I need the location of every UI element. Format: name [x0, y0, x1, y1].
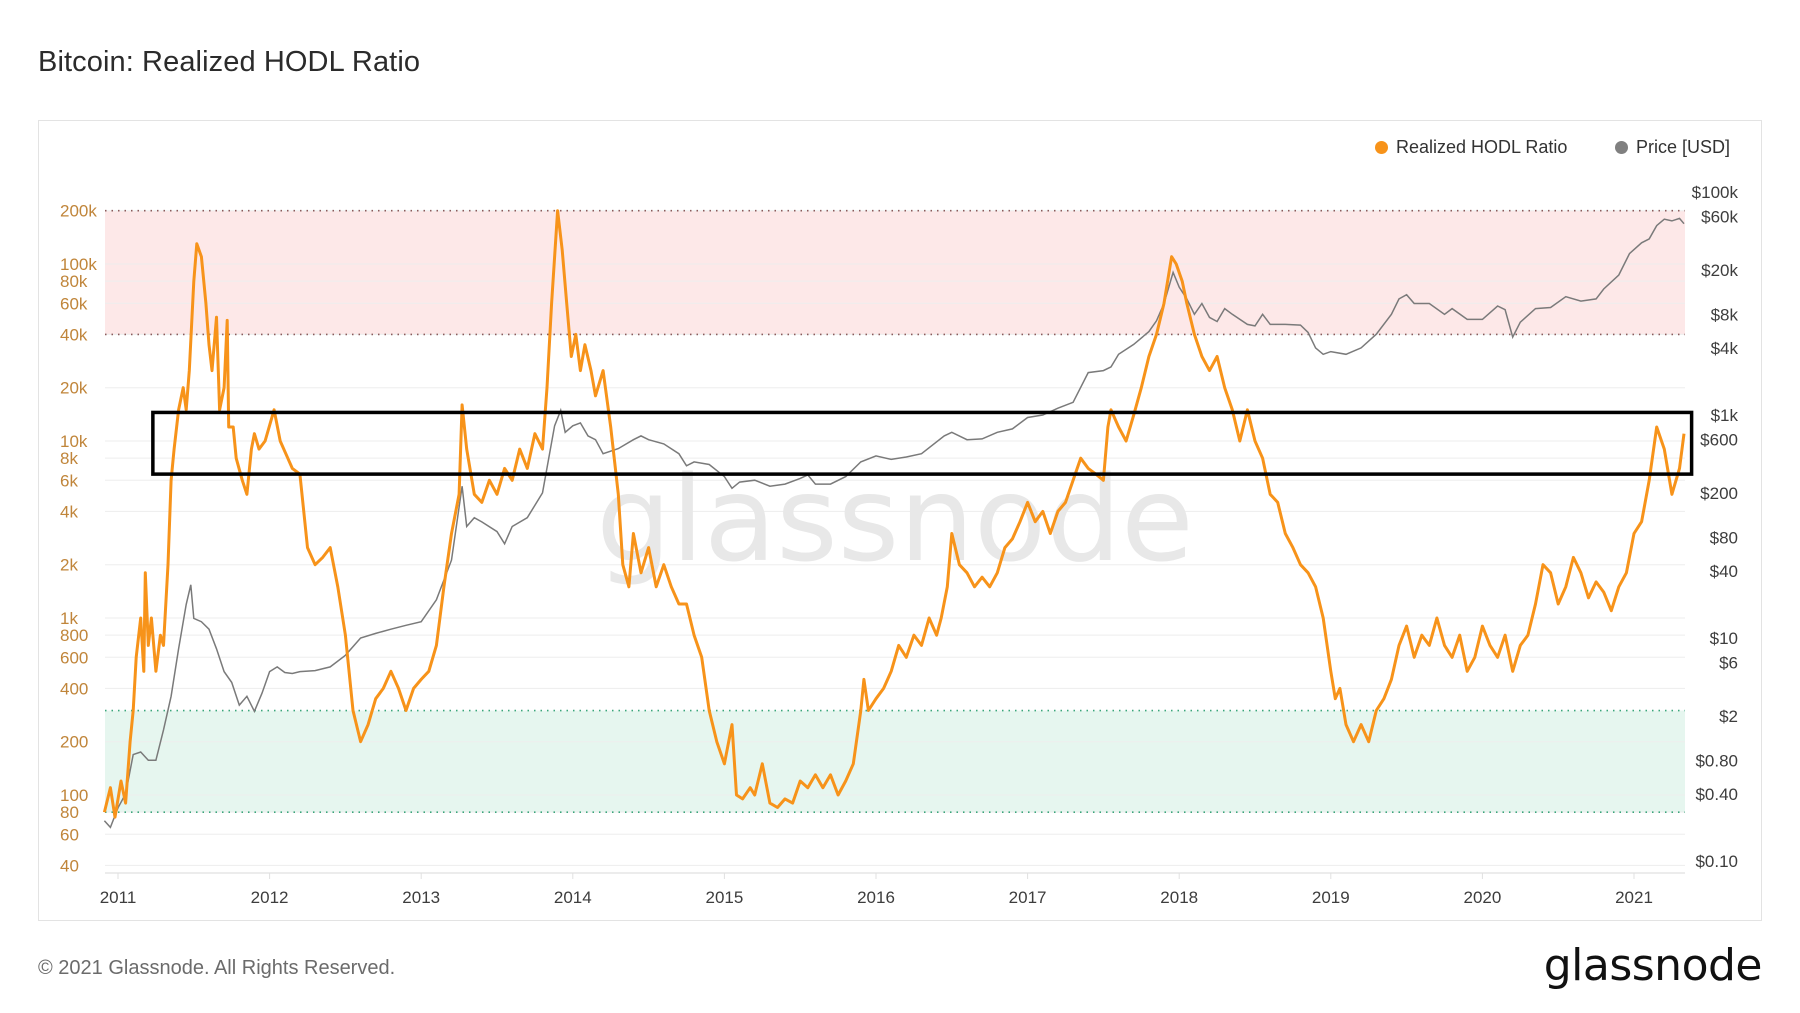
left-axis-tick-label: 10k	[60, 432, 88, 451]
left-axis-tick-label: 60k	[60, 294, 88, 313]
right-axis-tick-label: $6	[1719, 654, 1738, 673]
left-axis-tick-label: 2k	[60, 556, 78, 575]
left-axis-tick-label: 40k	[60, 325, 88, 344]
left-axis-tick-label: 20k	[60, 379, 88, 398]
orange-dot-icon	[1375, 141, 1388, 154]
x-axis-tick-label: 2013	[402, 888, 440, 907]
hodl-ratio-line	[102, 209, 1686, 819]
left-axis-tick-label: 40	[60, 856, 79, 875]
left-axis-tick-label: 100k	[60, 255, 97, 274]
right-y-axis: $100k $60k $20k $8k $4k $1k $600 $200 $80 $40 $10 $…	[1692, 183, 1739, 871]
left-axis-tick-label: 4k	[60, 502, 78, 521]
right-axis-tick-label: $2	[1719, 707, 1738, 726]
right-axis-tick-label: $40	[1710, 562, 1738, 581]
legend-label: Realized HODL Ratio	[1396, 137, 1568, 157]
left-axis-tick-label: 60	[60, 825, 79, 844]
right-axis-tick-label: $0.80	[1695, 751, 1738, 770]
x-axis-tick-label: 2021	[1615, 888, 1653, 907]
price-line	[103, 217, 1685, 829]
right-axis-tick-label: $4k	[1711, 339, 1739, 358]
right-axis-tick-label: $600	[1700, 431, 1738, 450]
legend-item-hodl-ratio[interactable]: Realized HODL Ratio	[1375, 137, 1567, 158]
x-axis-tick-label: 2014	[554, 888, 592, 907]
left-axis-tick-label: 100	[60, 786, 88, 805]
right-axis-tick-label: $100k	[1692, 183, 1739, 202]
legend-label: Price [USD]	[1636, 137, 1731, 157]
x-axis-tick-label: 2019	[1312, 888, 1350, 907]
x-axis: 2011 2012 2013 2014 2015 2016 2017 2018 2019 2020…	[100, 873, 1653, 907]
glassnode-logo[interactable]: glassnode	[1543, 940, 1763, 991]
legend-item-price[interactable]: Price [USD]	[1615, 137, 1730, 158]
x-axis-tick-label: 2012	[251, 888, 289, 907]
right-axis-tick-label: $60k	[1701, 208, 1738, 227]
x-axis-tick-label: 2020	[1463, 888, 1501, 907]
chart-legend: Realized HODL Ratio Price [USD]	[0, 137, 1800, 161]
right-axis-tick-label: $200	[1700, 484, 1738, 503]
left-axis-tick-label: 80	[60, 803, 79, 822]
right-axis-tick-label: $10	[1710, 629, 1738, 648]
left-axis-tick-label: 8k	[60, 449, 78, 468]
highlight-box	[151, 410, 1694, 476]
x-axis-tick-label: 2011	[100, 888, 137, 907]
gridlines	[105, 210, 1685, 874]
gray-dot-icon	[1615, 141, 1628, 154]
x-axis-tick-label: 2016	[857, 888, 895, 907]
right-axis-tick-label: $80	[1710, 528, 1738, 547]
overheated-zone	[105, 210, 1685, 335]
left-axis-tick-label: 200k	[60, 202, 97, 221]
left-axis-tick-label: 600	[60, 648, 88, 667]
right-axis-tick-label: $1k	[1711, 406, 1739, 425]
x-axis-tick-label: 2018	[1160, 888, 1198, 907]
right-axis-tick-label: $0.10	[1695, 852, 1738, 871]
right-axis-tick-label: $20k	[1701, 261, 1738, 280]
left-axis-tick-label: 1k	[60, 609, 78, 628]
left-axis-tick-label: 200	[60, 733, 88, 752]
right-axis-tick-label: $8k	[1711, 305, 1739, 324]
left-axis-tick-label: 6k	[60, 471, 78, 490]
undervalued-zone	[105, 710, 1685, 813]
page-title: Bitcoin: Realized HODL Ratio	[38, 46, 421, 78]
x-axis-tick-label: 2017	[1009, 888, 1047, 907]
left-axis-tick-label: 800	[60, 626, 88, 645]
x-axis-tick-label: 2015	[705, 888, 743, 907]
copyright-text: © 2021 Glassnode. All Rights Reserved.	[38, 957, 396, 979]
left-axis-tick-label: 80k	[60, 272, 88, 291]
right-axis-tick-label: $0.40	[1695, 785, 1738, 804]
left-axis-tick-label: 400	[60, 679, 88, 698]
